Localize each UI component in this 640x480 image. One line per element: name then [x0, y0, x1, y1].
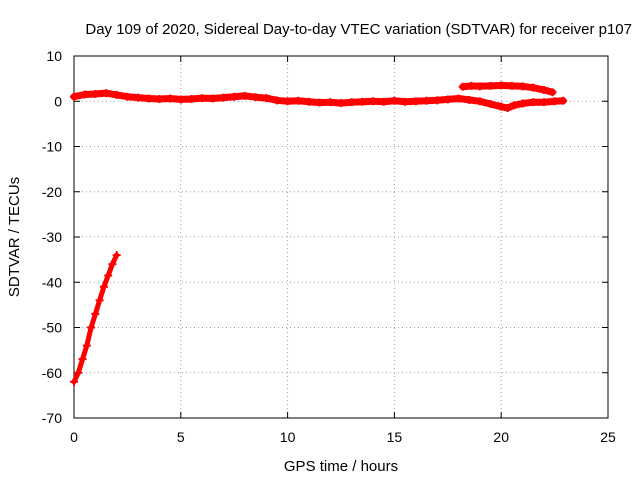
data-point — [87, 323, 96, 332]
data-point — [497, 102, 506, 111]
data-point — [230, 92, 239, 101]
x-tick-label: 20 — [493, 429, 509, 445]
data-point — [80, 90, 89, 99]
data-point — [78, 355, 87, 364]
data-point — [539, 85, 548, 94]
data-point — [422, 96, 431, 105]
data-point — [510, 101, 519, 110]
data-point — [475, 97, 484, 106]
y-tick-label: -50 — [42, 320, 62, 336]
x-axis-title: GPS time / hours — [284, 458, 398, 475]
data-point — [99, 282, 108, 291]
data-point — [102, 89, 111, 98]
series-0-trace — [71, 252, 120, 385]
y-tick-label: -70 — [42, 410, 62, 426]
data-point — [166, 94, 175, 103]
data-point — [134, 93, 143, 102]
x-tick-label: 10 — [280, 429, 296, 445]
x-tick-label: 5 — [177, 429, 185, 445]
y-tick-label: 10 — [46, 48, 62, 64]
data-point — [486, 81, 495, 90]
data-point — [208, 94, 217, 103]
data-point — [262, 94, 271, 103]
data-point — [294, 96, 303, 105]
y-tick-label: -60 — [42, 365, 62, 381]
data-point — [507, 81, 516, 90]
data-point — [251, 93, 260, 102]
x-tick-label: 0 — [70, 429, 78, 445]
data-point — [454, 94, 463, 103]
y-tick-label: -30 — [42, 229, 62, 245]
data-point — [112, 251, 121, 260]
data-point — [304, 97, 313, 106]
data-point — [390, 96, 399, 105]
data-point — [337, 99, 345, 108]
data-point — [369, 97, 378, 106]
data-point — [529, 98, 538, 107]
data-point — [379, 97, 388, 106]
data-point — [411, 97, 420, 106]
y-tick-label: -40 — [42, 274, 62, 290]
data-point — [467, 81, 476, 90]
data-point — [198, 94, 207, 103]
data-point — [550, 97, 559, 106]
data-point — [401, 97, 410, 106]
data-point — [155, 94, 164, 103]
data-point — [315, 98, 324, 107]
data-point — [108, 260, 117, 269]
data-point — [74, 368, 83, 377]
data-point — [475, 82, 484, 91]
y-tick-label: -10 — [42, 139, 62, 155]
grid — [74, 56, 608, 418]
data-point — [518, 99, 527, 108]
x-tick-label: 15 — [387, 429, 403, 445]
data-point — [144, 94, 153, 103]
data-point — [91, 90, 100, 99]
data-point — [465, 95, 474, 104]
data-point — [347, 98, 356, 107]
data-point — [497, 81, 506, 90]
data-point — [458, 82, 467, 91]
data-point — [70, 377, 78, 386]
data-point — [176, 95, 185, 104]
data-point — [548, 88, 557, 97]
data-point — [503, 104, 512, 113]
data-point — [240, 91, 249, 100]
axis-ticks: 0 5 10 15 20 25 10 0 -10 -20 -30 -40 -50 -60 -70 — [42, 48, 616, 445]
series-2-trace — [459, 81, 556, 96]
data-point — [529, 83, 538, 92]
data-point — [358, 97, 367, 106]
data-point — [219, 93, 228, 102]
y-tick-label: -20 — [42, 184, 62, 200]
x-tick-label: 25 — [600, 429, 616, 445]
data-point — [443, 95, 452, 104]
chart-title: Day 109 of 2020, Sidereal Day-to-day VTE… — [85, 21, 632, 38]
data-point — [518, 82, 527, 91]
data-point — [112, 90, 121, 99]
series-layer — [70, 81, 568, 386]
data-point — [70, 92, 78, 101]
y-tick-label: 0 — [54, 93, 62, 109]
data-point — [486, 99, 495, 108]
data-point — [433, 96, 442, 105]
data-point — [539, 98, 548, 107]
data-point — [559, 96, 568, 105]
data-point — [82, 341, 91, 350]
data-point — [272, 96, 281, 105]
data-point — [326, 98, 335, 107]
data-point — [187, 94, 196, 103]
data-point — [91, 309, 100, 318]
data-point — [123, 92, 132, 101]
data-point — [283, 97, 292, 106]
data-point — [104, 271, 113, 280]
data-point — [95, 296, 104, 305]
y-axis-title: SDTVAR / TECUs — [6, 177, 23, 297]
